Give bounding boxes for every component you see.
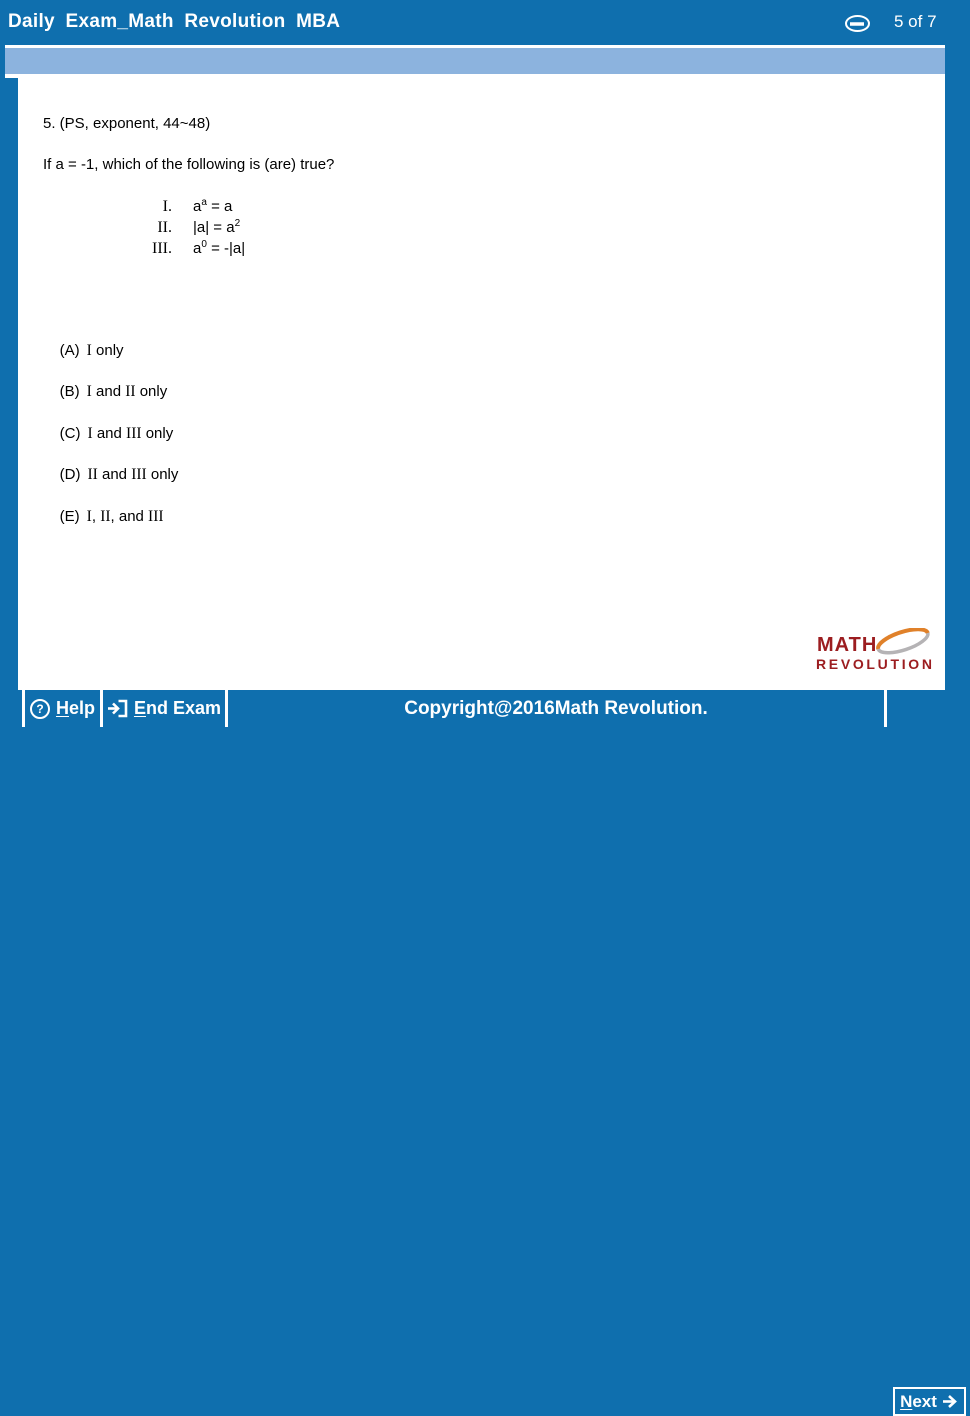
answer-choice-e[interactable]: (E) I, II, and III [59,508,164,525]
answer-choice-b[interactable]: (B) I and II only [59,383,168,400]
help-button[interactable]: ? Help [25,690,100,727]
footer-bar: ? Help End Exam Copyright@2016Math Revol… [0,690,970,1416]
choice-label: (B) [59,383,80,400]
end-exam-label: End Exam [133,698,222,718]
next-button[interactable]: Next [893,1387,966,1416]
statement-numeral: II. [157,219,172,236]
statement-numeral: I. [162,198,172,215]
statement-list: I. aa = a II. |a| = a2 III. a0 = -|a| [43,196,245,259]
page-indicator: 5 of 7 [894,12,937,31]
footer-separator [884,690,887,727]
next-label: Next [900,1391,937,1411]
answer-choice-a[interactable]: (A) I only [59,342,124,359]
choice-label: (D) [59,466,81,483]
next-arrow-icon [942,1394,959,1409]
math-revolution-logo: MATH REVOLUTION [815,627,937,676]
question-panel: 5. (PS, exponent, 44~48) If a = -1, whic… [18,78,945,690]
footer-separator [225,690,228,727]
logo-swoosh-icon [876,627,930,655]
disc-icon [844,13,871,39]
choice-label: (C) [59,425,81,442]
choice-label: (A) [59,342,80,359]
divider-line-top [5,45,945,48]
copyright-text: Copyright@2016Math Revolution. [404,698,708,719]
answer-choice-c[interactable]: (C) I and III only [59,425,174,442]
question-header: 5. (PS, exponent, 44~48) [43,115,211,132]
end-exam-icon [107,699,128,718]
statement-row-1: I. aa = a [43,196,245,217]
answer-choice-d[interactable]: (D) II and III only [59,466,179,483]
logo-line2: REVOLUTION [816,656,932,672]
window-title: Daily Exam_Math Revolution MBA [8,11,341,32]
help-question-icon: ? [29,698,50,719]
help-label: Help [55,698,95,718]
footer-separator [22,690,25,727]
footer-separator [100,690,103,727]
statement-row-3: III. a0 = -|a| [43,238,245,259]
divider-line-bottom [5,74,945,78]
logo-line1: MATH [817,634,877,656]
question-stem: If a = -1, which of the following is (ar… [43,156,335,173]
end-exam-button[interactable]: End Exam [103,690,225,727]
choice-label: (E) [59,508,80,525]
statement-expression: |a| = a2 [193,218,241,237]
subheader-band [5,48,945,74]
statement-expression: aa = a [193,197,233,216]
statement-row-2: II. |a| = a2 [43,217,245,238]
statement-expression: a0 = -|a| [193,239,246,258]
title-bar: Daily Exam_Math Revolution MBA 5 of 7 [0,0,970,45]
statement-numeral: III. [152,240,172,257]
